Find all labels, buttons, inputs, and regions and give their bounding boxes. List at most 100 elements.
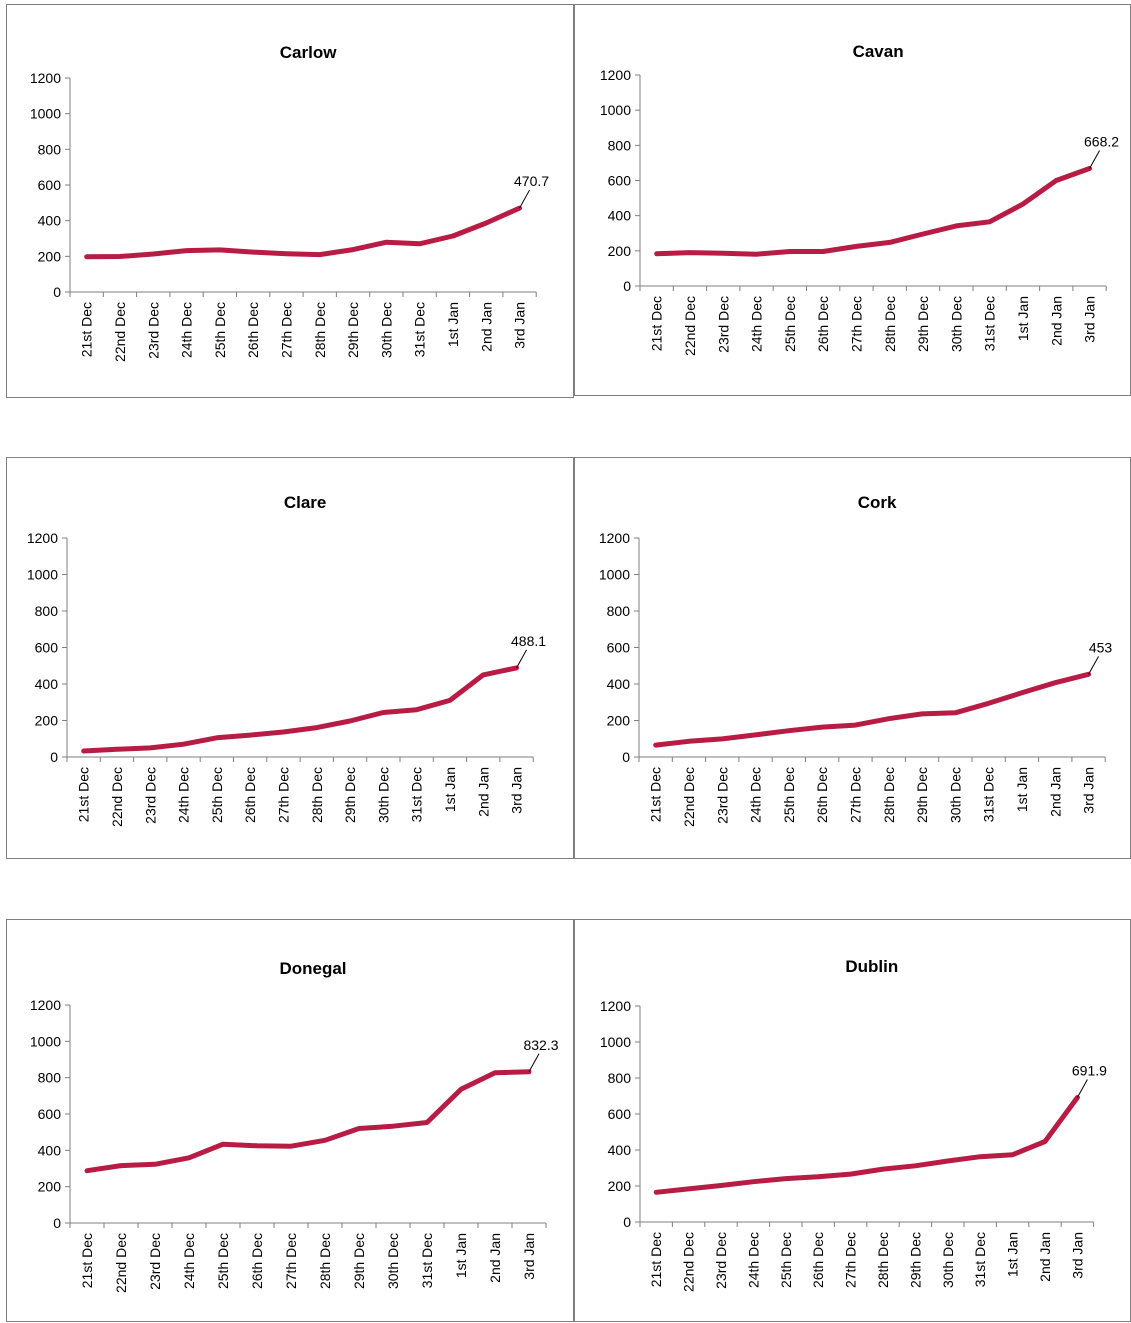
y-tick-label: 200 (38, 248, 62, 264)
y-tick-label: 800 (608, 137, 632, 153)
x-tick-label: 24th Dec (176, 767, 192, 823)
y-tick-label: 600 (608, 173, 632, 189)
y-tick-label: 800 (608, 1070, 632, 1086)
x-tick-label: 30th Dec (375, 767, 391, 823)
x-tick-label: 21st Dec (79, 302, 95, 357)
x-tick-label: 21st Dec (79, 1233, 95, 1288)
x-tick-label: 1st Jan (1015, 296, 1031, 341)
x-tick-label: 3rd Jan (1082, 296, 1098, 343)
y-tick-label: 0 (50, 749, 58, 765)
x-tick-label: 27th Dec (848, 296, 864, 352)
y-tick-label: 1200 (27, 530, 58, 546)
y-tick-label: 200 (38, 1179, 62, 1195)
x-tick-label: 31st Dec (409, 767, 425, 822)
series-line (87, 208, 520, 257)
series-line (657, 169, 1090, 255)
x-tick-label: 23rd Dec (715, 296, 731, 353)
x-tick-label: 22nd Dec (112, 302, 128, 362)
x-tick-label: 30th Dec (948, 296, 964, 352)
x-tick-label: 2nd Jan (475, 767, 491, 817)
y-tick-label: 1200 (599, 530, 630, 546)
y-tick-label: 400 (607, 676, 631, 692)
chart-title: Carlow (280, 43, 337, 62)
series-line (84, 668, 517, 751)
x-tick-label: 2nd Jan (487, 1233, 503, 1283)
y-tick-label: 600 (35, 640, 59, 656)
y-tick-label: 1000 (600, 1034, 631, 1050)
series-line (656, 1098, 1077, 1193)
x-tick-label: 1st Jan (442, 767, 458, 812)
chart-panel-cavan: Cavan 0 200 400 600 800 1000 1200 21st Dec 22nd D… (574, 4, 1131, 396)
y-tick-label: 400 (35, 676, 59, 692)
x-tick-label: 3rd Jan (1081, 767, 1097, 814)
series-line (656, 674, 1089, 745)
x-tick-label: 25th Dec (209, 767, 225, 823)
x-tick-label: 29th Dec (351, 1233, 367, 1289)
x-tick-label: 25th Dec (778, 1232, 794, 1288)
x-tick-label: 21st Dec (648, 767, 664, 822)
y-tick-label: 800 (38, 1070, 62, 1086)
x-tick-label: 29th Dec (915, 296, 931, 352)
data-label: 488.1 (511, 633, 546, 649)
data-label: 668.2 (1084, 134, 1119, 150)
x-tick-label: 29th Dec (345, 302, 361, 358)
y-tick-label: 1000 (30, 1033, 61, 1049)
x-tick-label: 27th Dec (278, 302, 294, 358)
x-tick-label: 27th Dec (275, 767, 291, 823)
x-tick-label: 29th Dec (907, 1232, 923, 1288)
y-tick-label: 1200 (30, 70, 61, 86)
chart-panel-dublin: Dublin 0 200 400 600 800 1000 1200 21st Dec 22nd … (574, 919, 1131, 1322)
y-tick-label: 0 (53, 284, 61, 300)
x-tick-label: 28th Dec (882, 296, 898, 352)
x-tick-label: 26th Dec (245, 302, 261, 358)
x-tick-label: 23rd Dec (714, 767, 730, 824)
data-label-leader (1090, 151, 1100, 169)
x-tick-label: 29th Dec (914, 767, 930, 823)
chart-title: Cork (858, 493, 897, 512)
chart-title: Donegal (279, 959, 346, 978)
x-tick-label: 2nd Jan (1037, 1232, 1053, 1282)
chart-svg-donegal: Donegal 0 200 400 600 800 1000 1200 21st Dec 22nd… (7, 920, 575, 1323)
y-tick-label: 400 (608, 1142, 632, 1158)
x-tick-label: 24th Dec (179, 302, 195, 358)
y-tick-label: 200 (607, 713, 631, 729)
x-tick-label: 24th Dec (745, 1232, 761, 1288)
series-line (87, 1072, 529, 1171)
x-tick-label: 21st Dec (648, 1232, 664, 1287)
x-tick-label: 31st Dec (981, 767, 997, 822)
x-tick-label: 1st Jan (453, 1233, 469, 1278)
y-tick-label: 600 (38, 177, 62, 193)
x-tick-label: 26th Dec (810, 1232, 826, 1288)
y-tick-label: 800 (607, 603, 631, 619)
x-tick-label: 21st Dec (649, 296, 665, 351)
x-tick-label: 25th Dec (215, 1233, 231, 1289)
data-label: 453 (1089, 639, 1113, 655)
x-tick-label: 28th Dec (309, 767, 325, 823)
x-tick-label: 26th Dec (249, 1233, 265, 1289)
x-tick-label: 26th Dec (814, 767, 830, 823)
x-tick-label: 31st Dec (982, 296, 998, 351)
x-tick-label: 21st Dec (76, 767, 92, 822)
x-tick-label: 27th Dec (283, 1233, 299, 1289)
chart-panel-clare: Clare 0 200 400 600 800 1000 1200 21st Dec 22nd D… (6, 457, 574, 859)
x-tick-label: 3rd Jan (521, 1233, 537, 1280)
x-tick-label: 25th Dec (781, 767, 797, 823)
chart-svg-cavan: Cavan 0 200 400 600 800 1000 1200 21st Dec 22nd D… (575, 5, 1131, 397)
x-tick-label: 26th Dec (815, 296, 831, 352)
x-tick-label: 22nd Dec (682, 296, 698, 356)
chart-svg-cork: Cork 0 200 400 600 800 1000 1200 21st Dec 22nd De… (575, 458, 1131, 860)
chart-svg-dublin: Dublin 0 200 400 600 800 1000 1200 21st Dec 22nd … (575, 920, 1131, 1323)
x-tick-label: 23rd Dec (713, 1232, 729, 1289)
y-tick-label: 400 (38, 213, 62, 229)
chart-svg-carlow: Carlow 0 200 400 600 800 1000 1200 21st Dec 22nd … (7, 5, 575, 399)
x-tick-label: 28th Dec (312, 302, 328, 358)
y-tick-label: 0 (622, 749, 630, 765)
x-tick-label: 3rd Jan (1069, 1232, 1085, 1279)
y-tick-label: 200 (35, 713, 59, 729)
x-tick-label: 1st Jan (1005, 1232, 1021, 1277)
data-label-leader (517, 650, 527, 668)
x-tick-label: 25th Dec (782, 296, 798, 352)
data-label-leader (520, 190, 530, 208)
y-tick-label: 400 (608, 208, 632, 224)
x-tick-label: 25th Dec (212, 302, 228, 358)
